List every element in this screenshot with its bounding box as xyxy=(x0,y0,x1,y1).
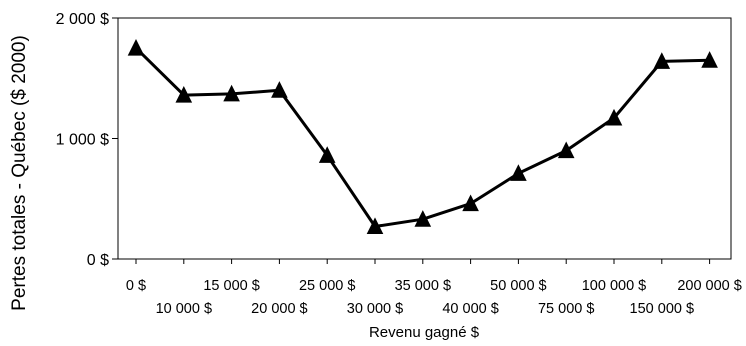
series-markers xyxy=(127,38,718,234)
data-point-marker xyxy=(653,52,671,69)
y-tick-label: 2 000 $ xyxy=(56,11,109,28)
data-point-marker xyxy=(223,84,240,102)
y-axis: 0 $ 1 000 $ 2 000 $ xyxy=(56,11,118,269)
data-point-marker xyxy=(271,81,288,98)
x-tick-label: 200 000 $ xyxy=(677,278,742,294)
x-tick-label: 25 000 $ xyxy=(299,278,355,294)
data-point-marker xyxy=(175,85,193,103)
x-tick-label: 30 000 $ xyxy=(347,301,403,317)
y-tick-label: 1 000 $ xyxy=(56,132,109,149)
data-point-marker xyxy=(557,141,575,159)
series-line xyxy=(134,47,710,228)
data-point-marker xyxy=(414,210,432,227)
x-tick-label: 40 000 $ xyxy=(442,301,498,317)
data-point-marker xyxy=(462,194,479,212)
x-tick-label: 15 000 $ xyxy=(203,278,259,294)
y-axis-label: Pertes totales - Québec ($ 2000) xyxy=(9,35,30,311)
data-point-marker xyxy=(366,217,384,234)
data-point-marker xyxy=(605,108,623,126)
x-tick-label: 150 000 $ xyxy=(630,301,695,317)
x-tick-label: 75 000 $ xyxy=(538,301,594,317)
data-point-marker xyxy=(127,38,145,56)
x-tick-label: 10 000 $ xyxy=(156,301,212,317)
y-tick-label: 0 $ xyxy=(87,252,109,269)
x-tick-label: 35 000 $ xyxy=(395,278,451,294)
x-tick-label: 100 000 $ xyxy=(582,278,647,294)
x-tick-label: 0 $ xyxy=(126,278,146,294)
data-point-marker xyxy=(318,146,336,163)
data-point-marker xyxy=(510,164,527,181)
x-tick-label: 50 000 $ xyxy=(490,278,546,294)
data-point-marker xyxy=(701,51,718,68)
x-tick-label: 20 000 $ xyxy=(251,301,307,317)
x-axis-label: Revenu gagné $ xyxy=(369,324,480,341)
x-axis: 0 $ 10 000 $ 15 000 $ 20 000 $ 25 000 $ 30 00… xyxy=(126,259,742,317)
